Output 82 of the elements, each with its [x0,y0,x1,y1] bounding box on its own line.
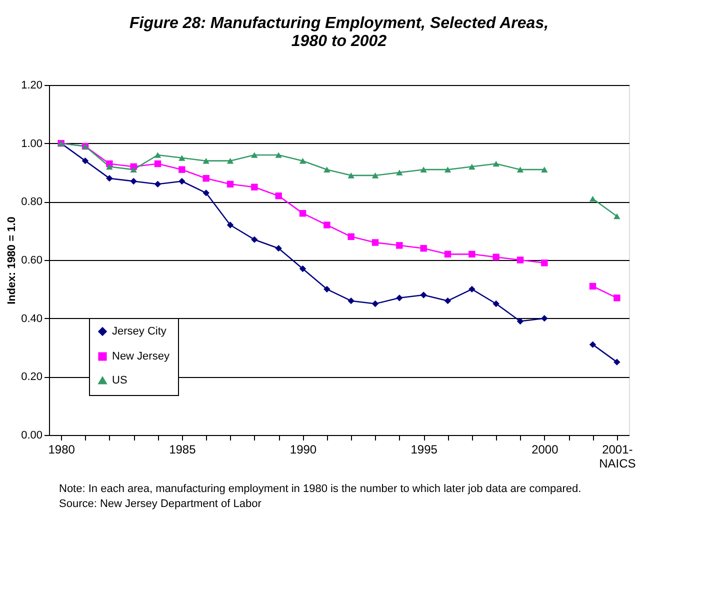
x-tick-label: 2000 [532,442,559,456]
point [154,152,162,158]
text: Note: In each area, manufacturing employment in 1980 is the number to which later job data are compared. [59,483,582,495]
y-tick-label: 1.00 [21,138,42,150]
point [420,292,427,298]
point [275,192,282,200]
point [420,244,427,252]
point [372,239,379,246]
point [226,180,234,188]
point [106,164,113,170]
point [202,158,210,164]
point [468,286,476,293]
y-tick-label: 0.20 [21,371,42,384]
point [372,300,379,308]
point [541,166,548,172]
y-axis-title: Index: 1980 = 1.0 [6,216,18,304]
point [420,166,427,172]
point [202,174,210,182]
source-note: Source: New Jersey Department of Labor [59,498,262,510]
point [178,178,186,185]
point [541,314,548,322]
x-tick-label: 1995 [410,442,438,456]
point [106,174,113,182]
point [251,236,258,243]
point [324,286,330,293]
x-tick-label: 2001- NAICS [599,442,636,470]
y-tick-label: 0.80 [21,196,42,208]
point [178,166,186,173]
point [444,166,452,172]
point [154,160,162,168]
point [614,358,620,366]
point [372,172,379,178]
point [396,170,403,176]
point [444,297,452,304]
point [202,190,210,196]
y-tick-label: 1.20 [21,80,42,92]
point [516,256,524,264]
point [82,157,89,164]
point [468,164,476,170]
point [275,152,282,158]
point [348,172,354,178]
point [589,341,596,348]
x-tick-label: 1990 [290,442,317,456]
point [516,318,524,325]
point [299,210,306,217]
point [396,242,403,249]
point [130,178,137,185]
point [226,158,234,164]
point [348,233,354,240]
x-tick-label: 1980 [48,442,76,456]
point [444,250,452,258]
point [324,166,330,172]
y-tick-label: 0.00 [21,430,42,442]
point [589,282,596,290]
point [251,184,258,190]
point [154,180,162,188]
point [396,294,403,302]
point [541,260,548,266]
point [130,166,137,172]
point [324,222,330,228]
point [226,222,234,228]
point [492,300,500,308]
point [178,155,186,161]
point [614,213,620,220]
point [251,152,258,158]
point [492,160,500,167]
point [299,158,306,164]
legend-label: Jersey City [112,326,167,338]
y-tick-label: 0.40 [21,312,42,325]
point [468,250,476,258]
point [516,166,524,172]
point [492,254,500,260]
y-tick-label: 0.60 [21,254,42,266]
legend-label: New Jersey [112,350,170,362]
x-tick-label: 1985 [169,442,196,456]
point [614,294,620,302]
point [299,265,306,272]
point [589,196,596,202]
chart-title: Figure 28: Manufacturing Employment, Selected Areas, 1980 to 2002 [129,15,549,50]
point [275,244,282,252]
point [348,297,354,304]
legend-label: US [112,374,128,386]
